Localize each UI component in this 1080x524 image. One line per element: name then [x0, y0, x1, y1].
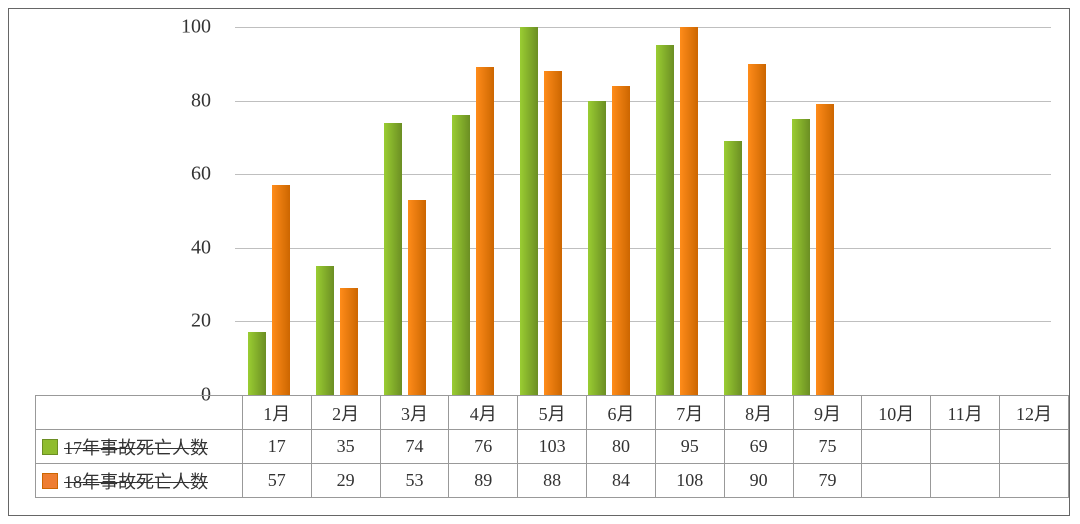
data-cell: 84	[587, 464, 656, 498]
data-cell	[931, 430, 1000, 464]
legend-label: 17年事故死亡人数	[64, 438, 208, 458]
legend-header-blank	[36, 396, 243, 430]
data-cell: 74	[380, 430, 449, 464]
month-header: 12月	[1000, 396, 1069, 430]
month-header: 7月	[655, 396, 724, 430]
data-cell: 76	[449, 430, 518, 464]
ytick-80: 80	[141, 89, 211, 112]
data-cell: 79	[793, 464, 862, 498]
plot-area	[235, 27, 1051, 396]
month-header: 10月	[862, 396, 931, 430]
month-header: 3月	[380, 396, 449, 430]
data-cell: 88	[518, 464, 587, 498]
bar-series2	[544, 71, 562, 395]
month-header: 4月	[449, 396, 518, 430]
bar-series1	[792, 119, 810, 395]
month-header: 8月	[724, 396, 793, 430]
month-header: 6月	[587, 396, 656, 430]
data-cell	[1000, 464, 1069, 498]
bar-series1	[656, 45, 674, 395]
data-cell	[862, 430, 931, 464]
legend-series1: 17年事故死亡人数	[36, 430, 243, 464]
data-cell	[931, 464, 1000, 498]
chart-frame: 0 20 40 60 80 100 1月2月3月4月5月6月7月8月9月10月1…	[8, 8, 1070, 516]
data-table: 1月2月3月4月5月6月7月8月9月10月11月12月 17年事故死亡人数 1735…	[35, 395, 1069, 498]
month-header: 11月	[931, 396, 1000, 430]
month-header: 9月	[793, 396, 862, 430]
bar-series1	[520, 27, 538, 395]
bar-series2	[272, 185, 290, 395]
ytick-20: 20	[141, 310, 211, 333]
data-cell: 89	[449, 464, 518, 498]
bar-series2	[340, 288, 358, 395]
data-cell: 75	[793, 430, 862, 464]
bar-series1	[724, 141, 742, 395]
data-cell: 17	[242, 430, 311, 464]
month-header: 1月	[242, 396, 311, 430]
bars-layer	[235, 27, 1051, 395]
ytick-100: 100	[141, 16, 211, 39]
data-cell: 103	[518, 430, 587, 464]
data-cell: 95	[655, 430, 724, 464]
data-cell: 90	[724, 464, 793, 498]
legend-series2: 18年事故死亡人数	[36, 464, 243, 498]
bar-series1	[588, 101, 606, 395]
data-cell	[862, 464, 931, 498]
data-cell: 29	[311, 464, 380, 498]
data-cell	[1000, 430, 1069, 464]
bar-series2	[408, 200, 426, 395]
data-cell: 69	[724, 430, 793, 464]
bar-series1	[384, 123, 402, 395]
swatch-series1-icon	[42, 439, 58, 455]
bar-series1	[316, 266, 334, 395]
bar-series2	[476, 67, 494, 395]
legend-label: 18年事故死亡人数	[64, 472, 208, 492]
bar-series2	[816, 104, 834, 395]
data-cell: 80	[587, 430, 656, 464]
month-header: 2月	[311, 396, 380, 430]
ytick-40: 40	[141, 236, 211, 259]
bar-series1	[248, 332, 266, 395]
bar-series2	[612, 86, 630, 395]
bar-series2	[680, 27, 698, 395]
data-cell: 35	[311, 430, 380, 464]
bar-series1	[452, 115, 470, 395]
bar-series2	[748, 64, 766, 395]
data-cell: 53	[380, 464, 449, 498]
swatch-series2-icon	[42, 473, 58, 489]
month-header: 5月	[518, 396, 587, 430]
data-cell: 57	[242, 464, 311, 498]
ytick-60: 60	[141, 163, 211, 186]
data-cell: 108	[655, 464, 724, 498]
